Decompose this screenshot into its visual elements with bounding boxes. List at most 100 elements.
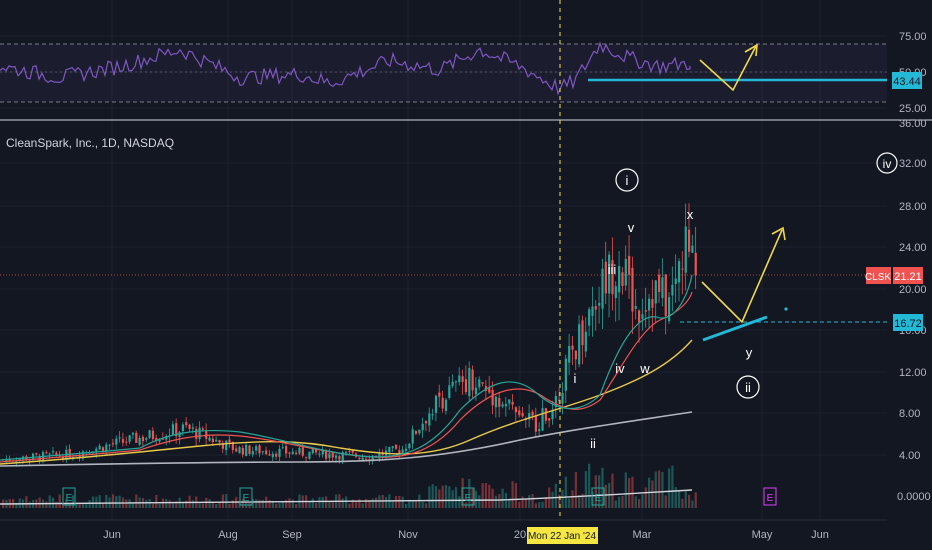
candle-body xyxy=(281,447,284,449)
candle-body xyxy=(571,345,574,350)
candle-body xyxy=(434,395,438,413)
rsi-projection-path[interactable] xyxy=(699,45,757,92)
candle-body xyxy=(687,229,691,252)
candle-body xyxy=(451,381,454,386)
candle-body xyxy=(88,453,91,455)
candle-body xyxy=(578,324,581,365)
volume-bar xyxy=(105,494,108,508)
candle-body xyxy=(211,438,214,443)
candle-body xyxy=(661,277,664,298)
candle-body xyxy=(208,437,211,441)
volume-bar xyxy=(191,500,195,508)
candle-body xyxy=(371,455,374,461)
volume-bar xyxy=(641,494,644,508)
candle-body xyxy=(691,245,694,253)
rsi-tick-75: 75.00 xyxy=(899,31,927,43)
candle-body xyxy=(518,410,521,416)
volume-bar xyxy=(654,471,657,508)
svg-text:E: E xyxy=(465,493,472,504)
volume-bar xyxy=(431,484,434,508)
candle-body xyxy=(521,412,524,417)
volume-bar xyxy=(198,503,201,508)
candle-body xyxy=(604,261,607,294)
volume-bar xyxy=(474,490,478,508)
volume-bar xyxy=(208,499,211,508)
candle-body xyxy=(205,430,208,439)
support-trendline[interactable] xyxy=(702,315,768,342)
candle-body xyxy=(664,274,667,316)
candle-body xyxy=(364,458,368,460)
candle-body xyxy=(105,444,108,452)
symbol-badge xyxy=(866,267,891,284)
candle-body xyxy=(35,453,38,455)
volume-bar xyxy=(241,498,244,508)
candle-body xyxy=(544,408,547,421)
candle-body xyxy=(654,280,657,304)
volume-bar xyxy=(644,487,647,508)
volume-bar xyxy=(75,503,78,508)
volume-bar xyxy=(501,488,504,508)
candle-body xyxy=(641,314,644,319)
candle-body xyxy=(421,423,424,431)
candle-body xyxy=(185,422,188,426)
candle-body xyxy=(614,286,617,298)
wave-label-circled-ii: ii xyxy=(745,380,751,395)
wave-label-circled-ii-ring xyxy=(736,375,760,399)
volume-bar xyxy=(58,494,61,508)
wave-label-iii: iii xyxy=(608,262,617,277)
candle-body xyxy=(218,439,221,443)
candle-body xyxy=(268,454,271,456)
time-label-nov: Nov xyxy=(398,529,418,541)
candle-body xyxy=(95,448,98,453)
volume-bar xyxy=(551,491,554,508)
candle-body xyxy=(215,439,218,442)
volume-bar xyxy=(228,503,231,508)
candle-body xyxy=(568,345,571,363)
candle-body xyxy=(171,424,175,435)
candle-body xyxy=(78,455,81,458)
volume-bar xyxy=(534,503,537,508)
volume-bar xyxy=(281,500,284,508)
volume-bar xyxy=(291,499,294,508)
candle-body xyxy=(238,447,241,454)
candle-body xyxy=(361,457,364,461)
candle-body xyxy=(288,452,291,454)
volume-bar xyxy=(664,495,667,508)
earnings-marker-1 xyxy=(62,487,76,506)
volume-bar xyxy=(145,499,148,508)
crosshair-date-badge xyxy=(527,527,598,544)
earnings-markers[interactable]: E E E E E xyxy=(62,487,777,506)
price-tick-8: 8.00 xyxy=(899,408,920,420)
earnings-marker-upcoming xyxy=(763,487,777,506)
candle-body xyxy=(458,375,461,383)
volume-bar xyxy=(684,491,687,508)
candle-body xyxy=(464,379,468,393)
price-projection-path[interactable] xyxy=(701,229,783,324)
candle-body xyxy=(591,306,594,316)
candle-body xyxy=(508,399,511,404)
candle-body xyxy=(98,445,101,450)
price-tick-28: 28.00 xyxy=(899,201,927,213)
volume-bar xyxy=(51,497,55,508)
volume-bar xyxy=(471,488,474,508)
candle-body xyxy=(454,381,458,383)
symbol-title[interactable]: CleanSpark, Inc., 1D, NASDAQ xyxy=(6,136,175,150)
candle-body xyxy=(265,450,268,455)
time-axis[interactable]: Jun Aug Sep Nov 20 Mar May Jun xyxy=(103,529,829,541)
volume-bar xyxy=(478,495,481,508)
candle-body xyxy=(621,272,624,286)
candle-body xyxy=(538,429,541,432)
trendline-anchor[interactable] xyxy=(784,307,788,311)
candle-body xyxy=(677,261,681,283)
volume-bar xyxy=(661,472,664,508)
candle-body xyxy=(418,429,421,434)
candle-body xyxy=(141,436,145,442)
volume-bar xyxy=(258,499,261,508)
candle-body xyxy=(315,449,318,453)
candle-body xyxy=(391,446,394,448)
volume-bar xyxy=(598,475,601,508)
candle-body xyxy=(574,350,577,360)
candle-body xyxy=(558,399,561,401)
